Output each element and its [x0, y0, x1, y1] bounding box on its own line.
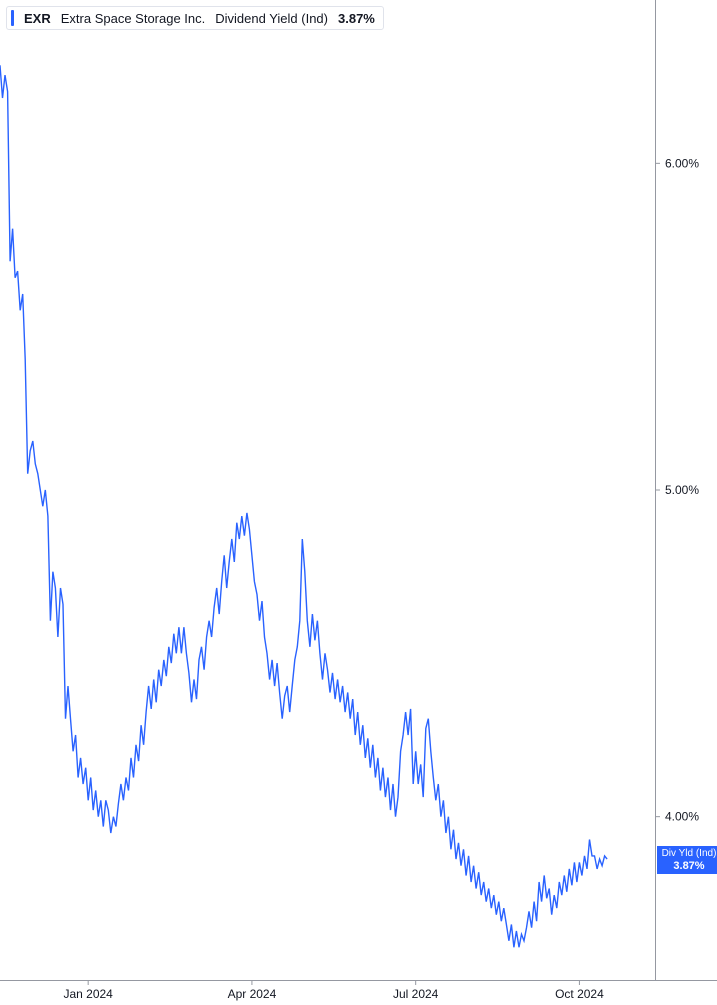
current-value-badge: Div Yld (Ind) 3.87%: [657, 846, 717, 874]
metric-value: 3.87%: [338, 11, 375, 26]
chart-svg[interactable]: 4.00% 5.00% 6.00% Jan 2024 Apr 2024 Jul 2024 O…: [0, 0, 717, 1005]
svg-text:Oct 2024: Oct 2024: [555, 987, 604, 1001]
svg-text:6.00%: 6.00%: [665, 156, 699, 170]
badge-title: Div Yld (Ind): [661, 848, 717, 860]
company-name: Extra Space Storage Inc.: [61, 11, 206, 26]
ticker-color-bar: [11, 10, 14, 26]
svg-text:Apr 2024: Apr 2024: [228, 987, 277, 1001]
chart-header-pill[interactable]: EXR Extra Space Storage Inc. Dividend Yi…: [6, 6, 384, 30]
ticker-symbol: EXR: [24, 11, 51, 26]
svg-text:4.00%: 4.00%: [665, 810, 699, 824]
badge-value: 3.87%: [661, 860, 717, 872]
svg-text:Jan 2024: Jan 2024: [63, 987, 113, 1001]
chart-container: EXR Extra Space Storage Inc. Dividend Yi…: [0, 0, 717, 1005]
svg-text:5.00%: 5.00%: [665, 483, 699, 497]
svg-text:Jul 2024: Jul 2024: [393, 987, 439, 1001]
metric-label: Dividend Yield (Ind): [215, 11, 328, 26]
